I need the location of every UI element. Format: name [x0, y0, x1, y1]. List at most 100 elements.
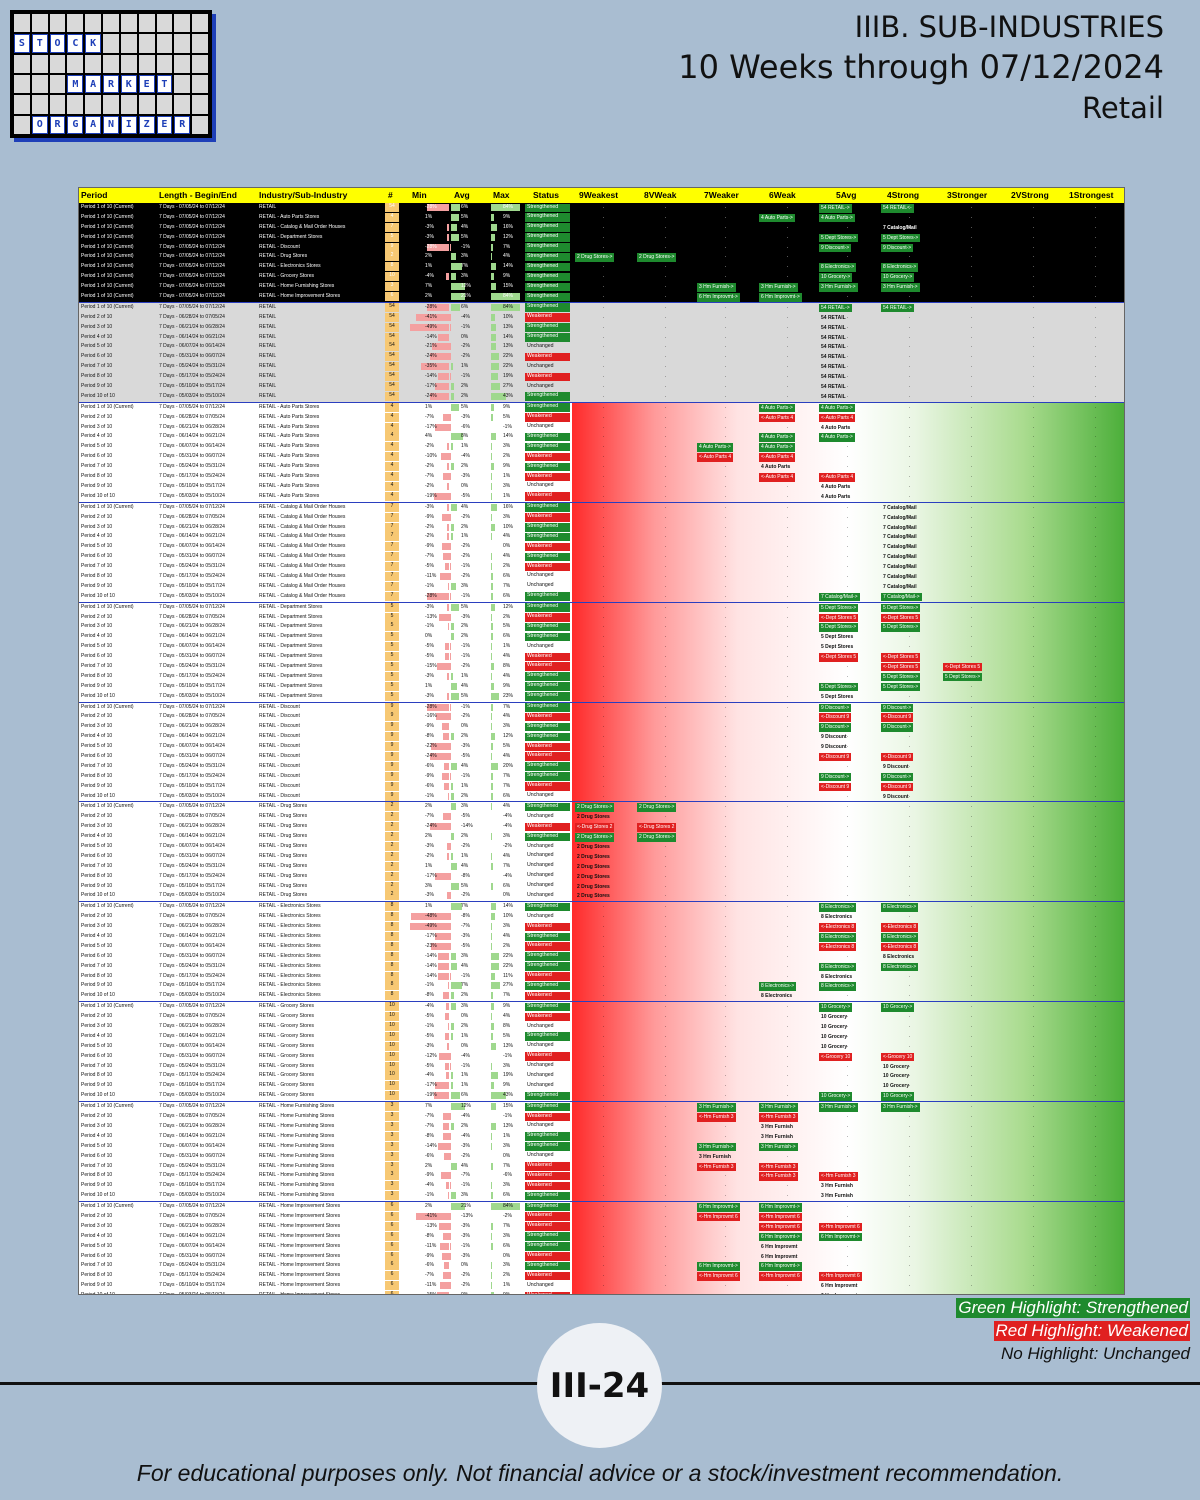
rating-tag: 6 Hm Improvmt-> — [759, 293, 802, 302]
empty-rating-cell: . — [665, 313, 667, 320]
length-cell: 7 Days - 06/14/24 to 06/21/24 — [159, 1132, 225, 1139]
rating-tag: 10 Grocery-> — [881, 273, 915, 282]
avg-cell: 2% — [461, 992, 469, 999]
count-cell: 54 — [385, 362, 399, 372]
empty-rating-cell: . — [787, 1013, 789, 1020]
avg-cell: -3% — [461, 613, 470, 620]
rating-tag: 7 Catalog/Mail — [883, 573, 917, 580]
min-bar — [443, 413, 449, 421]
empty-rating-cell: . — [665, 682, 667, 689]
max-bar — [491, 723, 493, 731]
avg-bar — [439, 913, 451, 921]
table-row: Period 1 of 10 (Current) 7 Days - 07/05/2… — [79, 272, 1124, 283]
empty-rating-cell: . — [971, 992, 973, 999]
empty-rating-cell: . — [1033, 273, 1035, 280]
min-bar — [436, 713, 449, 721]
status-badge: Strengthened — [525, 1132, 570, 1141]
max-cell: 3% — [503, 1182, 511, 1189]
empty-rating-cell: . — [1033, 843, 1035, 849]
industry-cell: RETAIL - Home Improvement Stores — [259, 1212, 341, 1219]
max-bar — [491, 1262, 493, 1270]
empty-rating-cell: . — [787, 563, 789, 570]
count-cell: 5 — [385, 691, 399, 701]
empty-rating-cell: . — [1095, 882, 1097, 889]
status-badge: Unchanged — [527, 582, 554, 589]
empty-rating-cell: . — [847, 762, 849, 769]
rating-tag: 10 Grocery-> — [819, 1092, 853, 1101]
period-cell: Period 6 of 10 — [81, 1152, 113, 1159]
empty-rating-cell: . — [1095, 1003, 1097, 1010]
min-bar — [445, 1062, 449, 1070]
max-cell: 9% — [503, 403, 511, 410]
period-cell: Period 2 of 10 — [81, 413, 113, 420]
status-badge: Strengthened — [525, 323, 570, 332]
industry-cell: RETAIL - Home Improvement Stores — [259, 1282, 341, 1289]
empty-rating-cell: . — [909, 1162, 911, 1169]
status-badge: Strengthened — [525, 932, 570, 942]
empty-rating-cell: . — [1033, 833, 1035, 840]
column-header: 4Strong — [887, 190, 920, 200]
rating-tag: 3 Hm Furnish-> — [697, 283, 736, 292]
avg-cell: -1% — [461, 373, 470, 380]
max-cell: 19% — [503, 373, 514, 380]
status-badge: Weakened — [525, 1271, 570, 1281]
rating-tag: 5 Dept Stores — [821, 693, 854, 700]
max-bar — [491, 433, 496, 441]
empty-rating-cell: . — [787, 662, 789, 669]
avg-cell: -2% — [461, 713, 470, 720]
status-badge: Strengthened — [525, 233, 570, 242]
status-badge: Strengthened — [525, 1142, 570, 1151]
empty-rating-cell: . — [971, 223, 973, 230]
table-row: Period 9 of 10 7 Days - 05/10/24 to 05/17… — [79, 981, 1124, 991]
empty-rating-cell: . — [787, 813, 789, 820]
empty-rating-cell: . — [603, 672, 605, 679]
empty-rating-cell: . — [665, 1192, 667, 1199]
empty-rating-cell: . — [665, 1162, 667, 1169]
min-cell: -9% — [425, 1252, 434, 1259]
avg-cell: 0% — [461, 1013, 469, 1020]
rating-tag: 10 Grocery-> — [819, 1003, 853, 1012]
industry-cell: RETAIL - Department Stores — [259, 643, 323, 650]
rating-tag: 8 Electronics-> — [819, 982, 857, 991]
max-cell: 5% — [503, 743, 511, 750]
max-bar — [491, 553, 493, 561]
empty-rating-cell: . — [847, 1242, 849, 1249]
status-badge: Unchanged — [527, 1022, 554, 1029]
industry-cell: RETAIL - Home Furnishing Stores — [259, 1172, 335, 1179]
status-badge: Strengthened — [525, 902, 570, 912]
empty-rating-cell: . — [603, 223, 605, 230]
empty-rating-cell: . — [847, 313, 849, 320]
column-header: 7Weaker — [704, 190, 739, 200]
empty-rating-cell: . — [725, 1072, 727, 1079]
empty-rating-cell: . — [1095, 223, 1097, 230]
rating-tag: 10 Grocery-> — [881, 1092, 915, 1101]
rating-tag: 7 Catalog/Mail — [883, 504, 917, 511]
avg-bar — [451, 1203, 465, 1211]
avg-bar — [440, 923, 451, 931]
min-cell: -8% — [425, 1232, 434, 1239]
avg-cell: 5% — [461, 603, 469, 610]
empty-rating-cell: . — [971, 1292, 972, 1294]
period-cell: Period 6 of 10 — [81, 852, 113, 859]
period-cell: Period 7 of 10 — [81, 463, 113, 470]
length-cell: 7 Days - 05/17/24 to 05/24/24 — [159, 972, 225, 979]
length-cell: 7 Days - 06/21/24 to 06/28/24 — [159, 423, 225, 430]
logo-cell — [174, 34, 191, 53]
empty-rating-cell: . — [847, 1142, 849, 1149]
length-cell: 7 Days - 05/24/24 to 05/31/24 — [159, 363, 225, 370]
period-cell: Period 10 of 10 — [81, 692, 115, 699]
empty-rating-cell: . — [1033, 563, 1035, 570]
industry-cell: RETAIL - Drug Stores — [259, 823, 308, 830]
empty-rating-cell: . — [971, 1172, 973, 1179]
min-bar — [435, 933, 449, 941]
empty-rating-cell: . — [847, 533, 849, 540]
avg-cell: 2% — [461, 383, 469, 390]
length-cell: 7 Days - 05/17/24 to 05/24/24 — [159, 373, 225, 380]
min-cell: 2% — [425, 833, 433, 840]
empty-rating-cell: . — [847, 1292, 848, 1294]
empty-rating-cell: . — [971, 592, 973, 599]
empty-rating-cell: . — [971, 1113, 973, 1120]
length-cell: 7 Days - 06/07/24 to 06/14/24 — [159, 343, 225, 350]
industry-cell: RETAIL - Electronics Stores — [259, 903, 321, 910]
min-bar — [435, 1082, 449, 1090]
